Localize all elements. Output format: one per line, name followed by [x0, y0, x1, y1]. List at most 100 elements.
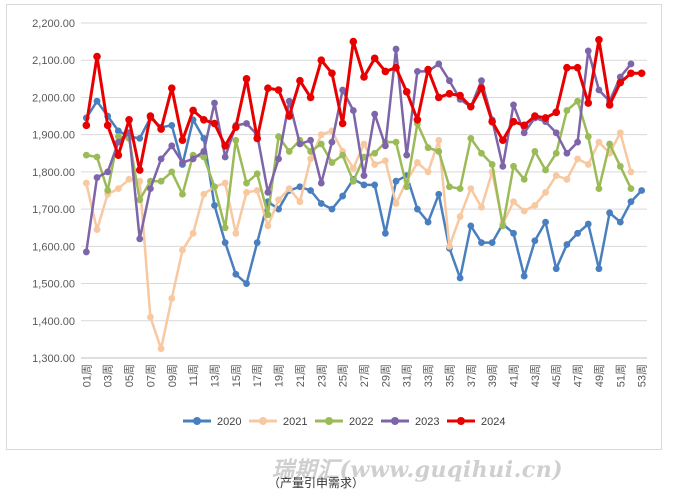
- x-tick-label: 25周: [337, 364, 350, 387]
- data-point-2024: [93, 52, 101, 61]
- data-point-2024: [573, 63, 582, 72]
- data-point-2023: [403, 151, 411, 159]
- data-point-2024: [178, 136, 187, 145]
- legend-marker: [193, 417, 201, 425]
- x-tick-label: 17周: [251, 364, 264, 387]
- data-point-2024: [466, 102, 475, 111]
- data-point-2022: [285, 148, 293, 155]
- data-point-2023: [435, 60, 443, 68]
- data-point-2024: [531, 112, 539, 120]
- legend: 2020 2021 2022 2023 2024: [183, 416, 505, 428]
- data-point-2022: [499, 222, 507, 230]
- data-point-2022: [616, 162, 624, 170]
- data-point-2024: [125, 115, 133, 124]
- data-point-2021: [371, 161, 379, 168]
- data-point-2024: [488, 117, 496, 126]
- line-chart: 1,300.00 1,400.00 1,500.00 1,600.00 1,700.00…: [32, 18, 648, 428]
- data-point-2024: [338, 119, 347, 128]
- data-point-2023: [499, 162, 507, 170]
- data-point-2021: [114, 185, 122, 193]
- data-point-2022: [168, 168, 176, 176]
- data-point-2020: [467, 222, 475, 230]
- data-point-2022: [349, 177, 357, 185]
- data-point-2020: [307, 187, 315, 194]
- data-point-2021: [93, 226, 101, 233]
- data-point-2022: [221, 224, 229, 232]
- data-point-2022: [179, 190, 186, 198]
- data-point-2024: [103, 121, 112, 130]
- data-point-2020: [243, 280, 250, 287]
- data-point-2023: [520, 129, 528, 137]
- data-point-2021: [296, 198, 304, 206]
- data-point-2023: [510, 101, 517, 109]
- legend-label-2023: 2023: [415, 416, 439, 428]
- data-point-2024: [637, 69, 646, 78]
- data-point-2023: [317, 179, 325, 187]
- data-point-2023: [563, 149, 571, 157]
- data-point-2022: [595, 185, 603, 193]
- data-point-2024: [285, 112, 294, 120]
- data-point-2024: [445, 89, 454, 98]
- x-tick-label: 15周: [230, 364, 243, 387]
- legend-marker: [391, 417, 399, 425]
- data-point-2022: [328, 159, 336, 166]
- data-point-2021: [563, 175, 571, 183]
- x-tick-label: 33周: [422, 364, 435, 387]
- data-point-2020: [296, 183, 304, 191]
- data-point-2022: [563, 107, 571, 114]
- legend-label-2024: 2024: [481, 416, 505, 428]
- data-point-2024: [274, 86, 283, 94]
- data-point-2023: [168, 142, 176, 150]
- data-point-2024: [616, 78, 625, 87]
- data-point-2023: [221, 153, 229, 161]
- data-point-2020: [520, 272, 528, 280]
- data-point-2023: [360, 172, 368, 180]
- data-point-2021: [552, 172, 560, 180]
- x-tick-label: 05周: [123, 364, 136, 387]
- data-point-2021: [446, 242, 453, 250]
- data-point-2024: [114, 151, 123, 159]
- data-point-2024: [210, 119, 219, 128]
- data-point-2021: [253, 187, 261, 194]
- x-tick-label: 41周: [508, 364, 521, 387]
- data-point-2023: [189, 155, 197, 163]
- data-point-2020: [584, 220, 592, 228]
- x-tick-label: 13周: [208, 364, 221, 387]
- data-point-2021: [574, 155, 581, 163]
- x-tick-label: 21周: [294, 364, 307, 387]
- data-point-2023: [349, 107, 357, 114]
- data-point-2023: [136, 235, 144, 243]
- data-point-2021: [264, 222, 272, 230]
- data-point-2024: [552, 108, 561, 117]
- data-point-2020: [563, 241, 571, 248]
- data-point-2021: [531, 201, 539, 209]
- data-point-2023: [381, 142, 389, 150]
- data-point-2022: [211, 183, 218, 191]
- data-point-2023: [275, 155, 282, 163]
- data-point-2024: [563, 63, 571, 72]
- y-tick-label: 1,400.00: [32, 316, 75, 328]
- data-point-2023: [243, 120, 250, 127]
- watermark: 瑞期汇(www.guqihui.cn): [272, 457, 564, 483]
- data-point-2021: [413, 159, 421, 166]
- data-point-2020: [317, 200, 325, 207]
- data-point-2021: [147, 313, 154, 321]
- x-tick-label: 35周: [443, 364, 456, 387]
- data-point-2020: [542, 218, 549, 226]
- x-tick-label: 01周: [80, 364, 93, 387]
- x-tick-label: 47周: [572, 364, 585, 387]
- chart-caption: （产量引申需求）: [268, 476, 365, 490]
- data-point-2020: [381, 229, 389, 237]
- chart-frame: 1,300.00 1,400.00 1,500.00 1,600.00 1,700.00…: [6, 4, 662, 450]
- data-point-2024: [413, 115, 422, 124]
- series-line-2022: [86, 99, 633, 229]
- data-point-2023: [478, 77, 485, 85]
- data-point-2024: [499, 136, 507, 145]
- data-point-2023: [211, 99, 218, 107]
- x-tick-label: 39周: [486, 364, 499, 387]
- data-point-2024: [200, 115, 208, 124]
- data-point-2024: [82, 121, 91, 130]
- data-point-2022: [275, 133, 282, 140]
- data-point-2021: [478, 203, 485, 211]
- data-point-2022: [584, 133, 592, 140]
